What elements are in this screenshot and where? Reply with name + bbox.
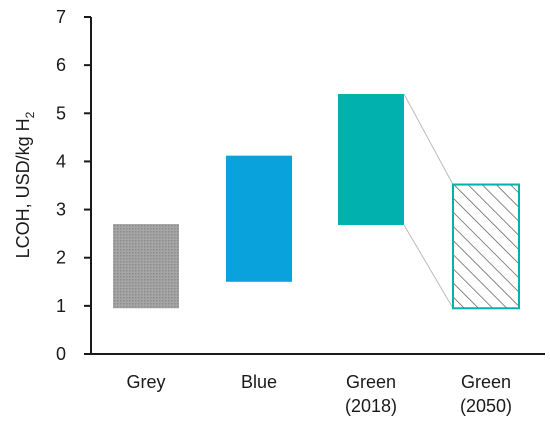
y-tick-label: 4 xyxy=(56,151,66,171)
axes xyxy=(84,16,545,355)
connector-lines xyxy=(403,93,454,309)
bar-blue xyxy=(226,155,292,282)
x-category-label: Blue xyxy=(241,372,277,392)
y-tick-label: 2 xyxy=(56,248,66,268)
x-category-label: Green xyxy=(346,372,396,392)
y-axis-title-text: LCOH, USD/kg H2 xyxy=(13,111,37,258)
x-category-label: (2018) xyxy=(345,396,397,416)
bar-green-2018 xyxy=(338,94,404,225)
y-tick-label: 0 xyxy=(56,344,66,364)
y-tick-label: 3 xyxy=(56,200,66,220)
bar-grey xyxy=(113,224,179,309)
y-axis-title-main: LCOH, USD/kg H xyxy=(13,118,33,258)
bar-green-2050 xyxy=(452,183,520,310)
connector-bottom-line xyxy=(403,224,454,309)
y-tick-label: 6 xyxy=(56,55,66,75)
bars xyxy=(113,94,520,310)
y-axis-title: LCOH, USD/kg H2 xyxy=(13,111,37,258)
x-category-label: (2050) xyxy=(460,396,512,416)
y-axis-title-subscript: 2 xyxy=(23,111,37,118)
connector-top-line xyxy=(403,93,454,185)
labels: 0 1 2 3 4 5 6 7 Grey Blue Green (2018) Green (2050) xyxy=(56,7,512,416)
x-category-label: Grey xyxy=(126,372,165,392)
y-tick-label: 7 xyxy=(56,7,66,27)
y-tick-label: 1 xyxy=(56,296,66,316)
x-category-label: Green xyxy=(461,372,511,392)
y-tick-label: 5 xyxy=(56,103,66,123)
